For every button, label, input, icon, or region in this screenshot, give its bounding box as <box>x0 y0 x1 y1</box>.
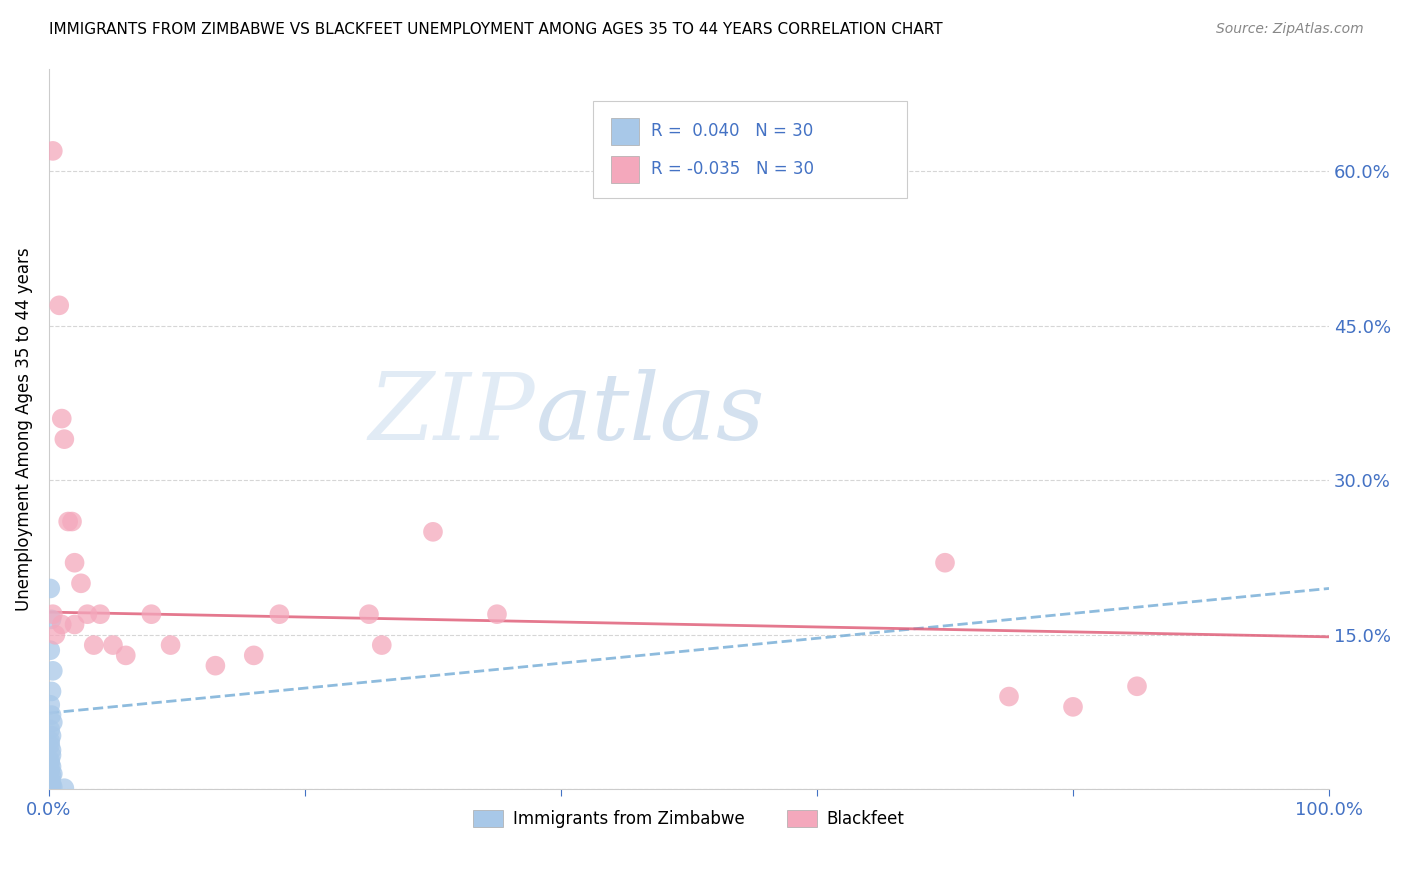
Point <box>1062 699 1084 714</box>
Point <box>41 612 63 626</box>
Text: atlas: atlas <box>536 369 765 459</box>
Point <box>42 715 65 730</box>
Point <box>48 298 70 312</box>
Point <box>42 664 65 678</box>
Point <box>41 759 63 773</box>
FancyBboxPatch shape <box>593 101 907 198</box>
Point <box>159 638 181 652</box>
Point <box>76 607 98 622</box>
Text: ZIP: ZIP <box>368 369 536 459</box>
Point <box>39 779 62 793</box>
Point <box>41 779 63 793</box>
Point <box>242 648 264 663</box>
Text: IMMIGRANTS FROM ZIMBABWE VS BLACKFEET UNEMPLOYMENT AMONG AGES 35 TO 44 YEARS COR: IMMIGRANTS FROM ZIMBABWE VS BLACKFEET UN… <box>49 22 943 37</box>
Point <box>60 515 83 529</box>
Point <box>53 432 76 446</box>
Point <box>51 411 73 425</box>
Point <box>41 729 63 743</box>
FancyBboxPatch shape <box>612 156 640 183</box>
Point <box>41 708 63 723</box>
Point <box>39 738 62 752</box>
Point <box>41 769 63 783</box>
Point <box>39 698 62 712</box>
Point <box>63 556 86 570</box>
Point <box>39 734 62 748</box>
Point <box>63 617 86 632</box>
Point <box>44 628 66 642</box>
Point <box>39 774 62 789</box>
Point <box>101 638 124 652</box>
Point <box>42 144 65 158</box>
Point <box>70 576 93 591</box>
Point <box>41 748 63 763</box>
Point <box>53 781 76 796</box>
Point <box>41 776 63 790</box>
Point <box>42 766 65 780</box>
Point <box>56 515 79 529</box>
Point <box>934 556 956 570</box>
Point <box>371 638 394 652</box>
Point <box>39 764 62 778</box>
Point <box>41 743 63 757</box>
FancyBboxPatch shape <box>612 118 640 145</box>
Point <box>51 617 73 632</box>
Point <box>485 607 508 622</box>
Point <box>39 723 62 737</box>
Point <box>39 582 62 596</box>
Point <box>83 638 105 652</box>
Point <box>39 777 62 791</box>
Text: Source: ZipAtlas.com: Source: ZipAtlas.com <box>1216 22 1364 37</box>
Point <box>204 658 226 673</box>
Point <box>39 643 62 657</box>
Y-axis label: Unemployment Among Ages 35 to 44 years: Unemployment Among Ages 35 to 44 years <box>15 247 32 611</box>
Point <box>141 607 163 622</box>
Point <box>42 780 65 794</box>
Point <box>357 607 380 622</box>
Point <box>1126 679 1149 693</box>
Point <box>998 690 1021 704</box>
Point <box>39 756 62 771</box>
Text: R = -0.035   N = 30: R = -0.035 N = 30 <box>651 161 814 178</box>
Point <box>39 780 62 794</box>
Point <box>422 524 444 539</box>
Point <box>39 778 62 792</box>
Legend: Immigrants from Zimbabwe, Blackfeet: Immigrants from Zimbabwe, Blackfeet <box>467 804 911 835</box>
Text: R =  0.040   N = 30: R = 0.040 N = 30 <box>651 122 813 140</box>
Point <box>89 607 111 622</box>
Point <box>269 607 291 622</box>
Point <box>42 607 65 622</box>
Point <box>41 684 63 698</box>
Point <box>114 648 136 663</box>
Point <box>39 753 62 767</box>
Point <box>39 772 62 786</box>
